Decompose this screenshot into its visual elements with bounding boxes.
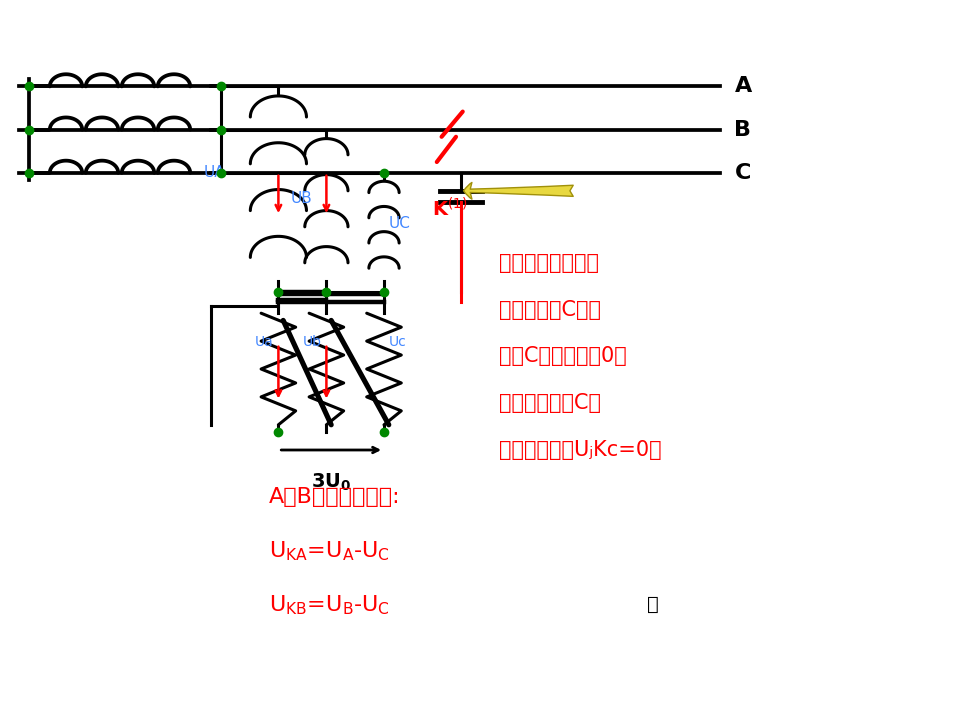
Text: B: B bbox=[734, 120, 752, 140]
Text: 🔉: 🔉 bbox=[647, 595, 659, 614]
Text: 当系统发生单相接: 当系统发生单相接 bbox=[499, 253, 599, 273]
Text: 无电流。即：UⱼKc=0。: 无电流。即：UⱼKc=0。 bbox=[499, 440, 661, 460]
Text: UC: UC bbox=[389, 216, 411, 230]
Text: 地时，例如C相接: 地时，例如C相接 bbox=[499, 300, 601, 320]
Text: $\mathbf{3U_0}$: $\mathbf{3U_0}$ bbox=[311, 472, 351, 493]
Text: A、B相电压分别为:: A、B相电压分别为: bbox=[269, 487, 400, 507]
Text: UB: UB bbox=[290, 191, 312, 205]
Text: K$^{(1)}$: K$^{(1)}$ bbox=[432, 197, 468, 220]
Text: C: C bbox=[734, 163, 751, 183]
Text: U$_{\mathrm{KB}}$=U$_{\mathrm{B}}$-U$_{\mathrm{C}}$: U$_{\mathrm{KB}}$=U$_{\mathrm{B}}$-U$_{\… bbox=[269, 593, 390, 616]
Text: UA: UA bbox=[204, 166, 226, 180]
Text: 地，C相电压降为0，: 地，C相电压降为0， bbox=[499, 346, 627, 366]
Text: Ub: Ub bbox=[302, 335, 322, 348]
Text: 电压互感器的C相: 电压互感器的C相 bbox=[499, 393, 601, 413]
Text: U$_{\mathrm{KA}}$=U$_{\mathrm{A}}$-U$_{\mathrm{C}}$: U$_{\mathrm{KA}}$=U$_{\mathrm{A}}$-U$_{\… bbox=[269, 539, 390, 562]
Text: A: A bbox=[734, 76, 752, 96]
Text: Ua: Ua bbox=[254, 335, 274, 348]
Text: Uc: Uc bbox=[389, 335, 406, 348]
